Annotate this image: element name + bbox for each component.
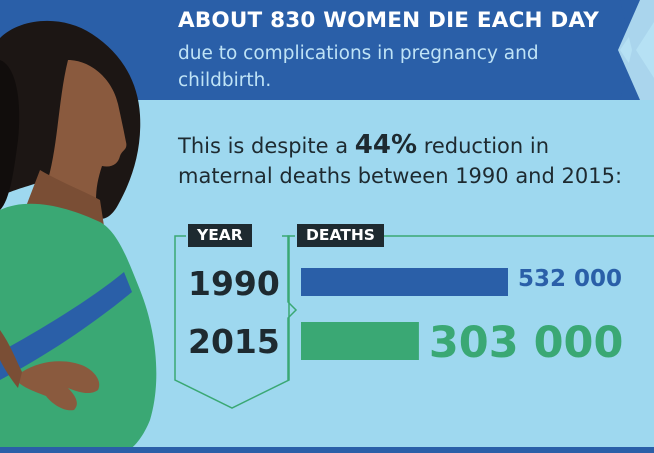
light-ribbon-shape bbox=[560, 0, 654, 100]
deaths-column-header: DEATHS bbox=[297, 224, 384, 247]
year-column-header: YEAR bbox=[188, 224, 252, 247]
arm-shape bbox=[0, 330, 22, 388]
bar-2015 bbox=[301, 322, 419, 360]
statement-prefix: This is despite a bbox=[178, 134, 349, 158]
reduction-statement: This is despite a 44% reduction in mater… bbox=[178, 130, 648, 191]
header-banner-shape bbox=[0, 0, 654, 100]
year-label-1990: 1990 bbox=[188, 264, 280, 303]
value-label-1990: 532 000 bbox=[518, 266, 623, 292]
reduction-percentage: 44% bbox=[354, 130, 418, 160]
face-shape bbox=[46, 60, 127, 201]
pregnant-woman-illustration bbox=[0, 20, 157, 453]
sash-shape bbox=[0, 272, 132, 380]
headline: ABOUT 830 WOMEN DIE EACH DAY bbox=[178, 8, 600, 33]
bar-1990 bbox=[301, 268, 508, 296]
deaths-bracket-outline bbox=[287, 235, 298, 380]
year-label-2015: 2015 bbox=[188, 322, 280, 361]
subheadline-line-2: childbirth. bbox=[178, 70, 272, 91]
bar-group bbox=[301, 268, 508, 360]
hand-shape bbox=[18, 361, 100, 411]
hair-back-shape bbox=[0, 60, 20, 210]
subheadline: due to complications in pregnancy and ch… bbox=[178, 40, 608, 94]
statement-line-2: maternal deaths between 1990 and 2015: bbox=[178, 164, 623, 188]
value-label-2015: 303 000 bbox=[428, 318, 624, 368]
statement-suffix: reduction in bbox=[423, 134, 550, 158]
bottom-strip bbox=[0, 447, 654, 453]
subheadline-line-1: due to complications in pregnancy and bbox=[178, 43, 539, 64]
